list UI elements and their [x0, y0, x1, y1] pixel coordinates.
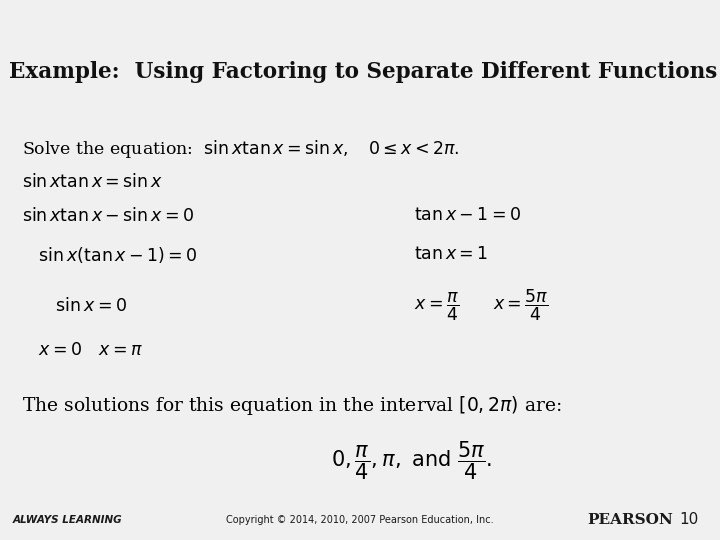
- Text: Copyright © 2014, 2010, 2007 Pearson Education, Inc.: Copyright © 2014, 2010, 2007 Pearson Edu…: [226, 515, 494, 525]
- Text: $\quad\sin x(\tan x - 1) = 0$: $\quad\sin x(\tan x - 1) = 0$: [22, 245, 197, 265]
- Text: 10: 10: [679, 512, 698, 527]
- Text: The solutions for this equation in the interval $[0, 2\pi)$ are:: The solutions for this equation in the i…: [22, 394, 562, 417]
- Text: $\sin x\tan x = \sin x$: $\sin x\tan x = \sin x$: [22, 173, 163, 191]
- Text: Solve the equation:  $\sin x\tan x = \sin x, \quad 0 \leq x < 2\pi.$: Solve the equation: $\sin x\tan x = \sin…: [22, 138, 459, 160]
- Text: $\tan x - 1 = 0$: $\tan x - 1 = 0$: [414, 207, 521, 224]
- Text: $x = \dfrac{\pi}{4} \qquad x = \dfrac{5\pi}{4}$: $x = \dfrac{\pi}{4} \qquad x = \dfrac{5\…: [414, 288, 549, 323]
- Text: ALWAYS LEARNING: ALWAYS LEARNING: [13, 515, 122, 525]
- Text: PEARSON: PEARSON: [587, 513, 672, 526]
- Text: $\qquad\sin x = 0$: $\qquad\sin x = 0$: [22, 296, 127, 315]
- Text: $\tan x = 1$: $\tan x = 1$: [414, 246, 488, 264]
- Text: $\sin x\tan x - \sin x = 0$: $\sin x\tan x - \sin x = 0$: [22, 207, 194, 225]
- Text: $0, \dfrac{\pi}{4}, \pi,\text{ and } \dfrac{5\pi}{4}.$: $0, \dfrac{\pi}{4}, \pi,\text{ and } \df…: [331, 439, 492, 482]
- Text: Example:  Using Factoring to Separate Different Functions: Example: Using Factoring to Separate Dif…: [9, 60, 717, 83]
- Text: $\quad x = 0 \quad x = \pi$: $\quad x = 0 \quad x = \pi$: [22, 342, 143, 359]
